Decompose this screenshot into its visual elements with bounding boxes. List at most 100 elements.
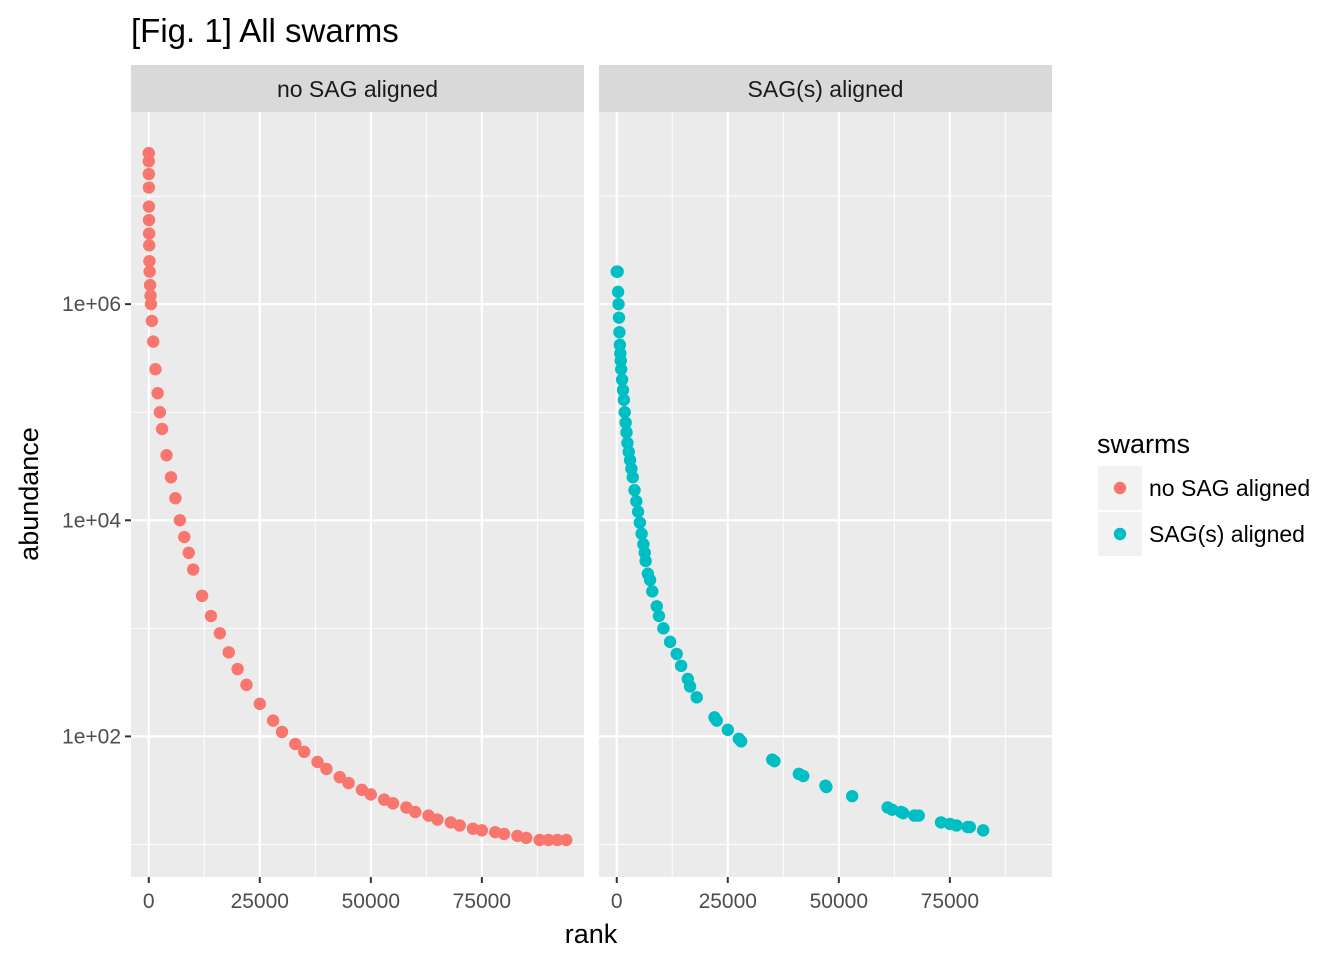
data-point	[690, 691, 703, 704]
data-point	[364, 788, 378, 801]
data-point	[142, 155, 155, 168]
y-tick-label: 1e+02	[62, 725, 121, 748]
data-point	[144, 297, 158, 311]
data-point	[797, 769, 810, 783]
chart-title: [Fig. 1] All swarms	[131, 12, 399, 49]
data-point	[275, 725, 289, 739]
x-tick-label: 50000	[342, 890, 400, 913]
data-point	[342, 776, 355, 790]
data-point	[963, 820, 977, 834]
x-tick-label: 0	[611, 890, 623, 913]
facet-strip-label: SAG(s) aligned	[748, 76, 904, 102]
data-point	[386, 797, 400, 810]
data-point	[674, 659, 688, 673]
data-point	[253, 697, 266, 711]
data-point	[164, 471, 178, 484]
x-tick-label: 75000	[921, 890, 979, 913]
data-point	[646, 585, 659, 598]
data-point	[612, 311, 626, 324]
data-point	[734, 735, 748, 748]
data-point	[639, 554, 652, 568]
y-tick-label: 1e+06	[62, 293, 121, 316]
legend-entry-label: SAG(s) aligned	[1149, 521, 1305, 547]
data-point	[145, 314, 159, 328]
data-point	[143, 254, 156, 268]
data-point	[721, 723, 734, 737]
data-point	[652, 609, 666, 623]
data-point	[151, 386, 164, 400]
data-point	[143, 265, 156, 278]
data-point	[897, 806, 910, 820]
data-point	[631, 505, 645, 518]
data-point	[635, 527, 648, 540]
data-point	[542, 833, 555, 847]
legend-key-point	[1113, 527, 1127, 541]
data-point	[142, 167, 156, 181]
data-point	[143, 278, 157, 292]
y-axis-title: abundance	[14, 427, 44, 561]
data-point	[683, 680, 697, 693]
data-point	[615, 373, 629, 386]
data-point	[195, 589, 209, 603]
data-point	[617, 393, 631, 407]
data-point	[186, 563, 200, 576]
data-point	[231, 662, 244, 676]
data-point	[182, 546, 195, 560]
x-axis-title: rank	[565, 919, 618, 949]
data-point	[520, 831, 533, 845]
data-point	[626, 471, 639, 484]
data-point	[710, 714, 723, 727]
data-point	[612, 297, 625, 311]
data-point	[266, 714, 280, 727]
data-point	[633, 516, 647, 529]
data-point	[616, 383, 630, 397]
data-point	[619, 416, 632, 429]
data-point	[611, 265, 624, 278]
data-point	[663, 635, 677, 649]
data-point	[475, 824, 489, 837]
legend-title: swarms	[1097, 429, 1190, 459]
panel-background	[131, 112, 584, 877]
x-tick-label: 25000	[699, 890, 757, 913]
facet-panel: SAG(s) aligned 0 25000 50000 75000	[599, 65, 1052, 913]
y-tick-label: 1e+04	[62, 509, 121, 532]
x-tick-label: 75000	[453, 890, 511, 913]
data-point	[298, 745, 311, 759]
data-point	[155, 422, 169, 436]
data-point	[142, 213, 156, 227]
y-axis: 1e+02 1e+04 1e+06	[62, 293, 131, 748]
data-point	[453, 819, 466, 832]
facet-strip-label: no SAG aligned	[277, 76, 438, 102]
data-point	[333, 770, 346, 784]
data-point	[240, 678, 253, 692]
facet-panel: no SAG aligned 0 25000 50000 75000	[131, 65, 584, 913]
data-point	[213, 627, 227, 640]
data-point	[643, 573, 657, 587]
data-point	[670, 647, 683, 661]
data-point	[142, 200, 156, 213]
data-point	[976, 824, 990, 837]
x-tick-label: 50000	[810, 890, 868, 913]
data-point	[620, 426, 633, 439]
data-points	[610, 265, 990, 837]
data-point	[142, 227, 156, 240]
data-point	[768, 754, 781, 768]
x-tick-label: 25000	[231, 890, 289, 913]
data-point	[533, 833, 546, 847]
data-point	[551, 833, 564, 847]
data-point	[613, 326, 626, 339]
data-point	[560, 833, 573, 847]
x-tick-label: 0	[143, 890, 155, 913]
legend-entry-label: no SAG aligned	[1149, 475, 1310, 501]
facet-strip	[131, 65, 584, 112]
data-point	[497, 827, 511, 841]
data-point	[311, 755, 324, 769]
data-point	[630, 495, 643, 508]
legend-key-point	[1113, 481, 1127, 495]
data-point	[173, 514, 187, 527]
data-point	[149, 363, 162, 376]
data-point	[615, 363, 628, 376]
facet-strip	[599, 65, 1052, 112]
